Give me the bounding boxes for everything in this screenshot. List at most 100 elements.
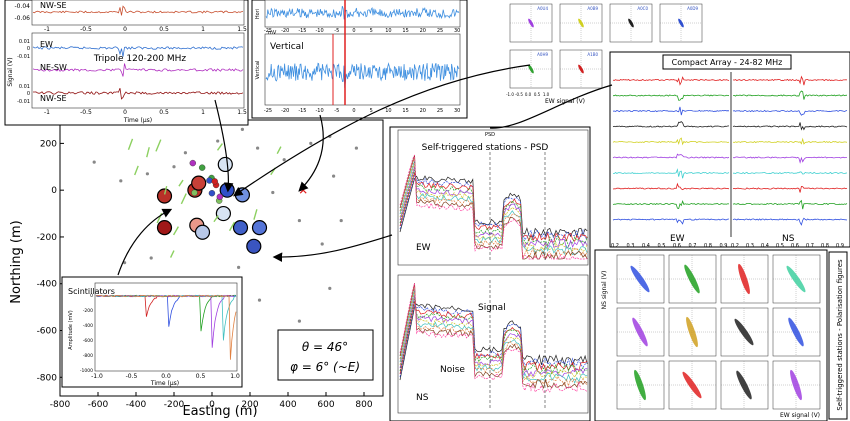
compact-x-tick-label-ns: 0.2 bbox=[731, 243, 739, 249]
pol-figure bbox=[634, 369, 646, 401]
scint-xlabel: Time (μs) bbox=[150, 380, 179, 387]
compact-trace-ew bbox=[612, 182, 730, 191]
psd-header: PSD bbox=[485, 132, 495, 138]
antenna-stroke bbox=[276, 146, 282, 155]
map-y-tick-label: -400 bbox=[37, 280, 58, 290]
scintillator-marker bbox=[215, 205, 231, 222]
scintillator-marker bbox=[246, 238, 262, 254]
polarisation-panel: NS signal (V) EW signal (V) Self-trigger… bbox=[594, 249, 848, 421]
angle-annotation-box bbox=[277, 329, 374, 381]
vertical-x-tick-label: 15 bbox=[402, 108, 408, 114]
antenna-point bbox=[271, 190, 275, 195]
small-pol-x-tick-label: 0.5 bbox=[534, 92, 541, 97]
compact-x-tick-label-ew: 0.7 bbox=[689, 243, 697, 249]
psd-trace bbox=[399, 286, 588, 387]
tripole-y-tick-label: 0.01 bbox=[19, 84, 30, 90]
map-y-tick-label: -200 bbox=[37, 233, 58, 243]
tripole-x-ticks: -1 -0.5 0 0.5 1 1.5 bbox=[44, 109, 247, 116]
tripole-top-x-tick-label: 1 bbox=[201, 26, 205, 33]
station-marker bbox=[211, 178, 218, 185]
vertical-x-tick-label: -5 bbox=[334, 108, 339, 114]
psd-trace bbox=[399, 157, 588, 259]
vertical-top-x-tick-label: -25 bbox=[264, 28, 272, 34]
pol-figure bbox=[630, 265, 650, 293]
tripole-trace-top bbox=[32, 5, 244, 16]
psd-trace bbox=[399, 303, 588, 381]
tripole-xlabel: Time (μs) bbox=[123, 117, 152, 124]
tripole-top-x-ticks: -1 -0.5 0 0.5 1 1.5 bbox=[44, 26, 247, 33]
scint-y-tick-label: -200 bbox=[83, 308, 93, 314]
tripole-y-tick-label: 0 bbox=[27, 46, 30, 52]
psd-ew-label: EW bbox=[416, 243, 431, 253]
compact-trace-ew bbox=[612, 168, 730, 179]
map-x-tick-label: 800 bbox=[355, 400, 372, 410]
compact-trace-ew bbox=[612, 153, 730, 159]
scint-plot bbox=[94, 282, 238, 372]
tripole-traces bbox=[32, 5, 244, 100]
tripole-x-tick-label: 1.5 bbox=[237, 109, 247, 116]
small-pol-x-tick-label: -1.0 bbox=[506, 92, 514, 97]
pol-plot bbox=[616, 307, 665, 357]
vertical-x-tick-label: 0 bbox=[352, 108, 355, 114]
tripole-top-ytick-1: -0.04 bbox=[14, 3, 30, 10]
vertical-top-x-tick-label: 20 bbox=[420, 28, 426, 34]
map-x-tick-label: 600 bbox=[317, 400, 334, 410]
small-pol-label: A0H9 bbox=[537, 52, 548, 57]
scintillator-marker bbox=[156, 219, 173, 236]
tripole-series-label: EW bbox=[40, 40, 53, 49]
scint-trace bbox=[95, 294, 237, 360]
psd-trace bbox=[399, 174, 588, 241]
scint-y-tick-label: 0 bbox=[90, 293, 93, 299]
vertical-x-tick-label: 30 bbox=[454, 108, 460, 114]
map-x-ticks: -800 -600 -400 -200 0 200 400 600 800 bbox=[50, 392, 373, 410]
tripole-panel: -0.04 -0.06 -1 -0.5 0 0.5 1 1.5 -1 -0.5 0 0.5 1 1.… bbox=[4, 0, 249, 126]
compact-trace-ns bbox=[732, 217, 848, 226]
small-pol-label: A1B0 bbox=[587, 52, 598, 57]
scint-ylabel: Amplitude (mV) bbox=[68, 310, 74, 349]
compact-x-tick-label-ns: 0.7 bbox=[806, 243, 814, 249]
small-pol-figure bbox=[678, 18, 684, 28]
vertical-top-plot bbox=[264, 0, 461, 28]
antenna-point bbox=[332, 174, 336, 178]
psd-ns-plot bbox=[397, 274, 589, 414]
antenna-point bbox=[172, 165, 176, 169]
compact-x-tick-label-ew: 0.5 bbox=[658, 243, 666, 249]
vertical-top-x-tick-label: -5 bbox=[334, 28, 339, 34]
map-x-tick-label: -400 bbox=[126, 400, 147, 410]
compact-array-title-box bbox=[662, 54, 792, 70]
antenna-point bbox=[297, 319, 301, 323]
scintillator-marker bbox=[251, 219, 268, 236]
psd-trace bbox=[399, 298, 588, 375]
compact-x-tick-label-ew: 0.8 bbox=[704, 243, 712, 249]
antenna-point bbox=[320, 242, 324, 246]
arrow-small-pol bbox=[233, 64, 531, 197]
pol-figure bbox=[788, 317, 804, 347]
vertical-x-tick-label: -25 bbox=[264, 108, 272, 114]
vertical-top-x-tick-label: 5 bbox=[370, 28, 373, 34]
scint-title: Scintillators bbox=[68, 287, 115, 296]
scint-y-tick-label: -600 bbox=[83, 338, 93, 344]
antenna-point bbox=[240, 127, 244, 131]
antenna-stroke bbox=[253, 209, 258, 220]
antenna-stroke bbox=[134, 165, 139, 176]
small-pol-x-tick-label: 1.0 bbox=[543, 92, 550, 97]
vertical-ylabel-top: Hori bbox=[255, 9, 261, 19]
vertical-top-x-tick-label: -15 bbox=[298, 28, 306, 34]
antenna-stroke bbox=[178, 179, 184, 187]
map-x-tick-label: 200 bbox=[241, 400, 258, 410]
tripole-y-tick-label: -0.01 bbox=[17, 54, 30, 60]
antenna-stroke bbox=[169, 250, 175, 258]
station-marker bbox=[198, 164, 206, 171]
psd-trace bbox=[399, 292, 588, 380]
compact-array-frame bbox=[609, 51, 850, 248]
psd-ns-traces bbox=[399, 280, 588, 410]
scint-x-tick-label: -0.5 bbox=[126, 373, 138, 380]
scintillator-marker bbox=[191, 175, 207, 191]
tripole-x-tick-label: -0.5 bbox=[80, 109, 92, 116]
antenna-stroke bbox=[146, 147, 150, 158]
station-marker bbox=[206, 177, 213, 184]
antenna-point bbox=[123, 261, 127, 265]
compact-trace-ew bbox=[612, 200, 730, 209]
map-antennas bbox=[92, 127, 358, 379]
